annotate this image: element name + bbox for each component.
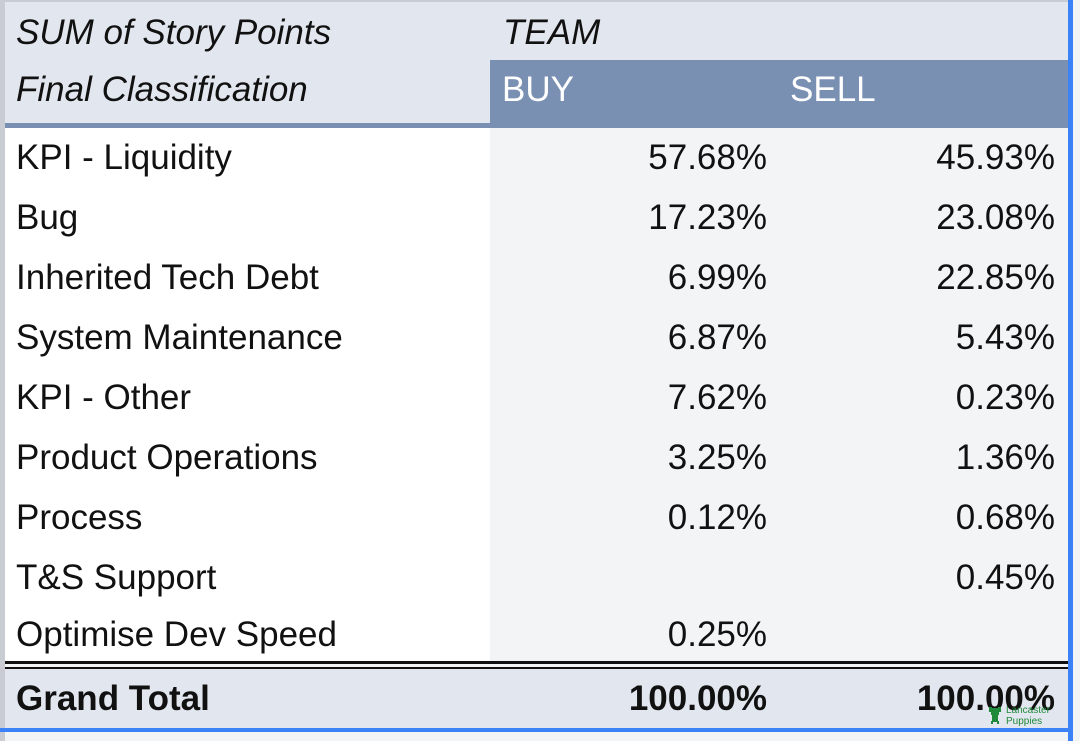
watermark: Lancaster Puppies [988,704,1068,728]
row-label[interactable]: T&S Support [16,558,217,597]
row-label[interactable]: Optimise Dev Speed [16,615,337,654]
cell-sell[interactable]: 1.36% [955,438,1055,477]
cell-buy[interactable]: 7.62% [667,378,767,417]
cell-sell[interactable]: 5.43% [955,318,1055,357]
grand-total-label[interactable]: Grand Total [16,679,210,718]
grand-total-band [5,669,1068,728]
grand-total-divider [5,661,1068,669]
grand-total-buy[interactable]: 100.00% [628,679,767,718]
cell-buy[interactable]: 6.99% [667,258,767,297]
cell-sell[interactable]: 0.23% [955,378,1055,417]
header-divider [5,123,1068,128]
cell-sell[interactable]: 22.85% [936,258,1055,297]
values-field-label[interactable]: SUM of Story Points [16,13,332,52]
selection-border-right [1068,0,1073,741]
puppy-icon [989,707,1001,724]
row-label[interactable]: KPI - Other [16,378,192,417]
sheet-border-top [0,0,1073,2]
cell-buy[interactable]: 0.12% [667,498,767,537]
cell-sell[interactable]: 45.93% [936,138,1055,177]
cell-sell[interactable]: 0.45% [955,558,1055,597]
cell-buy[interactable]: 17.23% [648,198,767,237]
sheet-border-left [0,0,5,741]
values-area [490,128,1068,661]
cell-buy[interactable]: 0.25% [667,615,767,654]
cell-sell[interactable]: 23.08% [936,198,1055,237]
row-label[interactable]: System Maintenance [16,318,343,357]
cell-buy[interactable]: 3.25% [667,438,767,477]
row-label[interactable]: Process [16,498,143,537]
cell-buy[interactable]: 57.68% [648,138,767,177]
column-header-buy[interactable]: BUY [502,70,574,109]
column-header-band [490,60,1068,123]
watermark-line2: Puppies [1006,716,1043,727]
watermark-text: Lancaster Puppies [1006,705,1050,727]
column-field-label[interactable]: TEAM [503,13,601,52]
row-label[interactable]: Bug [16,198,79,237]
row-label[interactable]: Inherited Tech Debt [16,258,319,297]
selection-border-bottom [0,728,1073,732]
row-labels-area [5,128,490,661]
grand-total-sell[interactable]: 100.00% [916,679,1055,718]
cell-buy[interactable]: 6.87% [667,318,767,357]
watermark-line1: Lancaster [1006,705,1050,716]
cell-sell[interactable]: 0.68% [955,498,1055,537]
row-label[interactable]: Product Operations [16,438,318,477]
row-label[interactable]: KPI - Liquidity [16,138,232,177]
column-header-sell[interactable]: SELL [790,70,876,109]
row-field-label[interactable]: Final Classification [16,70,308,109]
